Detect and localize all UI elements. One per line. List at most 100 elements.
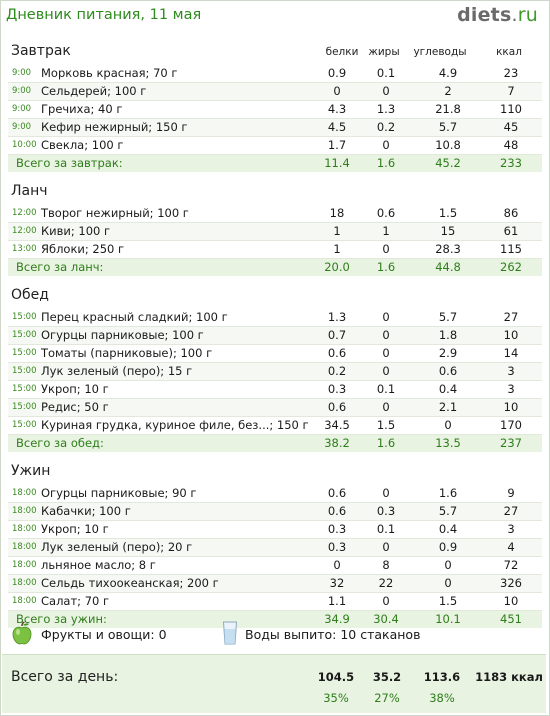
food-kcal: 10 bbox=[503, 594, 519, 608]
food-carbs: 1.6 bbox=[438, 486, 458, 500]
food-time: 10:00 bbox=[12, 140, 37, 150]
food-carbs: 0.4 bbox=[438, 382, 458, 396]
food-row[interactable]: 15:00 Лук зеленый (перо); 15 г 0.2 0 0.6 3 bbox=[8, 363, 542, 381]
food-row[interactable]: 15:00 Томаты (парниковые); 100 г 0.6 0 2.9 14 bbox=[8, 345, 542, 363]
food-row[interactable]: 9:00 Гречиха; 40 г 4.3 1.3 21.8 110 bbox=[8, 101, 542, 119]
food-row[interactable]: 15:00 Редис; 50 г 0.6 0 2.1 10 bbox=[8, 399, 542, 417]
food-carbs: 15 bbox=[440, 224, 456, 238]
food-name: льняное масло; 8 г bbox=[41, 558, 156, 572]
food-row[interactable]: 10:00 Свекла; 100 г 1.7 0 10.8 48 bbox=[8, 137, 542, 155]
food-row[interactable]: 18:00 Огурцы парниковые; 90 г 0.6 0 1.6 9 bbox=[8, 485, 542, 503]
food-carbs: 21.8 bbox=[435, 102, 461, 116]
food-protein: 4.5 bbox=[327, 120, 347, 134]
food-kcal: 115 bbox=[500, 242, 522, 256]
food-name: Огурцы парниковые; 100 г bbox=[41, 328, 204, 342]
food-protein: 1.3 bbox=[327, 310, 347, 324]
day-total-fat: 35.2 bbox=[372, 670, 402, 684]
food-protein: 0.3 bbox=[327, 382, 347, 396]
food-name: Сельдь тихоокеанская; 200 г bbox=[41, 576, 219, 590]
meal-total-kcal: 451 bbox=[500, 612, 522, 626]
food-time: 9:00 bbox=[12, 104, 32, 114]
food-fat: 1.3 bbox=[376, 102, 396, 116]
food-fat: 22 bbox=[378, 576, 394, 590]
food-row[interactable]: 15:00 Огурцы парниковые; 100 г 0.7 0 1.8 10 bbox=[8, 327, 542, 345]
column-header-kcal: ккал bbox=[496, 46, 522, 58]
food-row[interactable]: 9:00 Сельдерей; 100 г 0 0 2 7 bbox=[8, 83, 542, 101]
food-kcal: 23 bbox=[503, 66, 519, 80]
food-time: 18:00 bbox=[12, 524, 37, 534]
food-kcal: 48 bbox=[503, 138, 519, 152]
food-time: 15:00 bbox=[12, 348, 37, 358]
food-row[interactable]: 18:00 Сельдь тихоокеанская; 200 г 32 22 0 326 bbox=[8, 575, 542, 593]
page-title: Дневник питания, 11 мая bbox=[6, 7, 202, 23]
food-carbs: 5.7 bbox=[438, 120, 458, 134]
food-row[interactable]: 12:00 Творог нежирный; 100 г 18 0.6 1.5 86 bbox=[8, 205, 542, 223]
food-protein: 0.3 bbox=[327, 522, 347, 536]
food-row[interactable]: 18:00 льняное масло; 8 г 0 8 0 72 bbox=[8, 557, 542, 575]
meal-total-fat: 1.6 bbox=[376, 156, 396, 170]
food-row[interactable]: 9:00 Морковь красная; 70 г 0.9 0.1 4.9 23 bbox=[8, 65, 542, 83]
food-name: Гречиха; 40 г bbox=[41, 102, 123, 116]
meal-total-carbs: 44.8 bbox=[435, 260, 461, 274]
food-row[interactable]: 18:00 Лук зеленый (перо); 20 г 0.3 0 0.9 4 bbox=[8, 539, 542, 557]
food-name: Сельдерей; 100 г bbox=[41, 84, 147, 98]
meal-title: Ланч bbox=[11, 183, 48, 199]
food-protein: 0.6 bbox=[327, 504, 347, 518]
day-total-carbs: 113.6 bbox=[423, 670, 461, 684]
food-name: Куриная грудка, куриное филе, без...; 15… bbox=[41, 418, 309, 432]
food-name: Творог нежирный; 100 г bbox=[41, 206, 189, 220]
food-row[interactable]: 15:00 Укроп; 10 г 0.3 0.1 0.4 3 bbox=[8, 381, 542, 399]
apple-icon bbox=[12, 621, 32, 645]
food-row[interactable]: 13:00 Яблоки; 250 г 1 0 28.3 115 bbox=[8, 241, 542, 259]
brand-logo[interactable]: diets.ru bbox=[457, 4, 538, 26]
food-carbs: 5.7 bbox=[438, 310, 458, 324]
column-header-fat: жиры bbox=[368, 46, 400, 58]
food-time: 18:00 bbox=[12, 488, 37, 498]
day-total-carbs-pct: 38% bbox=[429, 691, 455, 705]
food-name: Укроп; 10 г bbox=[41, 382, 109, 396]
day-total-protein-pct: 35% bbox=[323, 691, 349, 705]
food-fat: 0.2 bbox=[376, 120, 396, 134]
food-name: Кефир нежирный; 150 г bbox=[41, 120, 188, 134]
food-time: 13:00 bbox=[12, 244, 37, 254]
food-fat: 0.3 bbox=[376, 504, 396, 518]
food-kcal: 326 bbox=[500, 576, 522, 590]
food-carbs: 1.5 bbox=[438, 206, 458, 220]
food-kcal: 72 bbox=[503, 558, 519, 572]
meal-total-row: Всего за завтрак: 11.4 1.6 45.2 233 bbox=[8, 155, 542, 172]
food-row[interactable]: 12:00 Киви; 100 г 1 1 15 61 bbox=[8, 223, 542, 241]
food-row[interactable]: 18:00 Салат; 70 г 1.1 0 1.5 10 bbox=[8, 593, 542, 611]
food-fat: 0.1 bbox=[376, 66, 396, 80]
food-protein: 0.6 bbox=[327, 400, 347, 414]
meal-total-carbs: 13.5 bbox=[435, 436, 461, 450]
food-time: 9:00 bbox=[12, 68, 32, 78]
food-fat: 0 bbox=[382, 594, 390, 608]
food-fat: 1.5 bbox=[376, 418, 396, 432]
meal-total-kcal: 237 bbox=[500, 436, 522, 450]
food-row[interactable]: 15:00 Перец красный сладкий; 100 г 1.3 0 5.7… bbox=[8, 309, 542, 327]
food-carbs: 4.9 bbox=[438, 66, 458, 80]
food-name: Свекла; 100 г bbox=[41, 138, 124, 152]
food-protein: 0.3 bbox=[327, 540, 347, 554]
food-carbs: 0.9 bbox=[438, 540, 458, 554]
food-kcal: 10 bbox=[503, 400, 519, 414]
food-row[interactable]: 9:00 Кефир нежирный; 150 г 4.5 0.2 5.7 45 bbox=[8, 119, 542, 137]
food-carbs: 1.8 bbox=[438, 328, 458, 342]
food-row[interactable]: 18:00 Кабачки; 100 г 0.6 0.3 5.7 27 bbox=[8, 503, 542, 521]
food-fat: 0 bbox=[382, 328, 390, 342]
meal-total-fat: 1.6 bbox=[376, 436, 396, 450]
meal-total-fat: 30.4 bbox=[373, 612, 399, 626]
food-protein: 0.7 bbox=[327, 328, 347, 342]
food-carbs: 28.3 bbox=[435, 242, 461, 256]
food-protein: 0.6 bbox=[327, 486, 347, 500]
food-fat: 0 bbox=[382, 400, 390, 414]
food-kcal: 3 bbox=[507, 364, 515, 378]
food-row[interactable]: 15:00 Куриная грудка, куриное филе, без..… bbox=[8, 417, 542, 435]
food-carbs: 0 bbox=[444, 418, 452, 432]
food-row[interactable]: 18:00 Укроп; 10 г 0.3 0.1 0.4 3 bbox=[8, 521, 542, 539]
food-name: Киви; 100 г bbox=[41, 224, 111, 238]
food-carbs: 0.6 bbox=[438, 364, 458, 378]
food-fat: 0 bbox=[382, 138, 390, 152]
food-time: 18:00 bbox=[12, 542, 37, 552]
food-time: 9:00 bbox=[12, 122, 32, 132]
